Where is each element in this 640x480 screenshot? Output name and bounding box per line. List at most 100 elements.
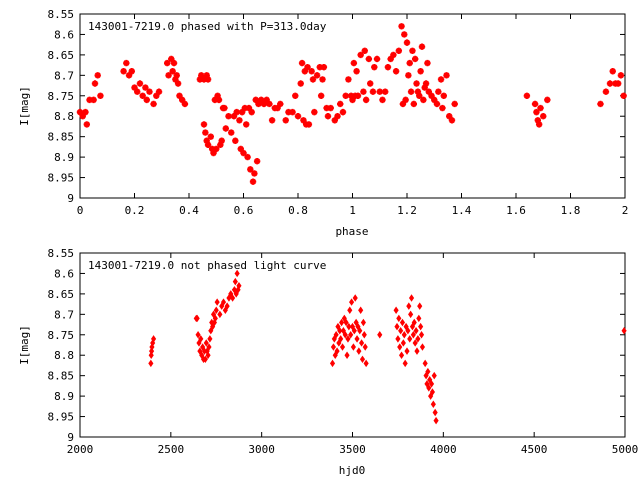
- data-point: [362, 96, 370, 104]
- phased-light-curve-plot: 0 0.2 0.4 0.6 0.8 1 1.2 1.4 1.6 1.8 2 8.558.68.658…: [18, 8, 628, 238]
- data-point: [379, 96, 386, 104]
- data-point: [123, 59, 130, 67]
- y-tick-label: 8.9: [54, 390, 74, 403]
- y-tick-label: 9: [67, 431, 74, 444]
- data-point: [417, 302, 423, 310]
- x-tick-label: 0: [77, 204, 84, 217]
- data-point: [404, 347, 410, 355]
- y-tick-label: 8.65: [48, 288, 75, 301]
- data-point: [402, 359, 408, 368]
- data-point: [248, 108, 255, 116]
- data-point: [214, 92, 221, 99]
- data-point: [342, 92, 349, 99]
- x-tick-label: 0.8: [288, 204, 308, 217]
- data-point: [327, 104, 334, 112]
- data-point: [342, 331, 348, 339]
- data-point: [202, 355, 208, 364]
- x-tick-label: 1: [349, 204, 356, 217]
- data-point: [294, 113, 302, 120]
- y-tick-label: 8.85: [48, 131, 75, 144]
- y-tick-label: 8.65: [48, 49, 75, 62]
- data-point: [230, 113, 238, 120]
- y-tick-labels: 8.55 8.6 8.65 8.7 8.75 8.8 8.85 8.9 8.95 9: [48, 8, 75, 205]
- data-point: [412, 339, 418, 347]
- data-point: [245, 104, 253, 112]
- data-point: [207, 335, 213, 343]
- data-point: [360, 318, 366, 327]
- data-point: [86, 96, 93, 104]
- data-point: [533, 108, 540, 116]
- data-point: [399, 318, 406, 327]
- data-point: [413, 80, 420, 87]
- data-point: [439, 104, 446, 112]
- data-point: [210, 149, 217, 157]
- data-point: [240, 149, 247, 157]
- data-point: [531, 100, 539, 108]
- data-point: [323, 104, 330, 112]
- data-point: [597, 100, 604, 108]
- y-tick-label: 8.6: [54, 28, 74, 41]
- data-point: [153, 92, 160, 99]
- data-point: [313, 72, 321, 79]
- data-point: [390, 51, 397, 59]
- data-point: [433, 416, 439, 425]
- data-point: [377, 331, 383, 339]
- data-point: [405, 72, 412, 79]
- data-point: [395, 335, 401, 343]
- data-point: [260, 100, 268, 108]
- data-point: [352, 294, 358, 302]
- data-point: [165, 72, 172, 79]
- data-point: [393, 306, 399, 314]
- data-point: [83, 121, 91, 128]
- data-point: [398, 23, 405, 30]
- x-axis-title: phase: [335, 225, 368, 238]
- data-point: [606, 80, 614, 87]
- data-point: [356, 347, 362, 355]
- data-point: [432, 408, 438, 417]
- data-point: [258, 96, 265, 104]
- data-point: [181, 100, 189, 108]
- y-tick-label: 8.7: [54, 69, 74, 82]
- data-point: [331, 117, 338, 124]
- data-point: [407, 335, 413, 343]
- axis-ticks: [79, 252, 626, 438]
- data-point: [220, 298, 227, 306]
- data-point: [349, 96, 356, 104]
- data-point: [285, 108, 292, 116]
- data-points: [148, 269, 627, 425]
- data-point: [224, 302, 230, 310]
- data-point: [244, 153, 251, 161]
- data-point: [292, 92, 299, 99]
- data-point: [362, 343, 368, 351]
- data-point: [347, 92, 355, 99]
- data-point: [403, 39, 411, 46]
- data-point: [410, 100, 418, 108]
- data-point: [535, 121, 543, 128]
- data-point: [419, 343, 426, 351]
- data-point: [215, 96, 223, 104]
- data-point: [308, 68, 315, 75]
- data-point: [91, 80, 99, 87]
- y-tick-label: 8.95: [48, 411, 75, 424]
- data-point: [82, 108, 89, 116]
- data-point: [433, 100, 441, 108]
- data-point: [609, 68, 616, 75]
- data-point: [428, 92, 435, 99]
- data-point: [416, 92, 423, 99]
- data-point: [90, 96, 97, 104]
- data-point: [168, 55, 175, 63]
- plot-title: 143001-7219.0 not phased light curve: [88, 259, 326, 272]
- data-point: [353, 68, 360, 75]
- data-point: [401, 331, 407, 339]
- plot-title: 143001-7219.0 phased with P=313.0day: [88, 20, 327, 33]
- data-point: [437, 76, 445, 83]
- data-point: [203, 339, 209, 347]
- y-tick-label: 8.75: [48, 90, 75, 103]
- data-point: [236, 117, 243, 124]
- data-point: [435, 88, 442, 95]
- data-point: [298, 59, 306, 67]
- data-point: [212, 314, 218, 323]
- data-point: [176, 92, 183, 99]
- data-point: [203, 137, 210, 144]
- data-point: [243, 121, 250, 128]
